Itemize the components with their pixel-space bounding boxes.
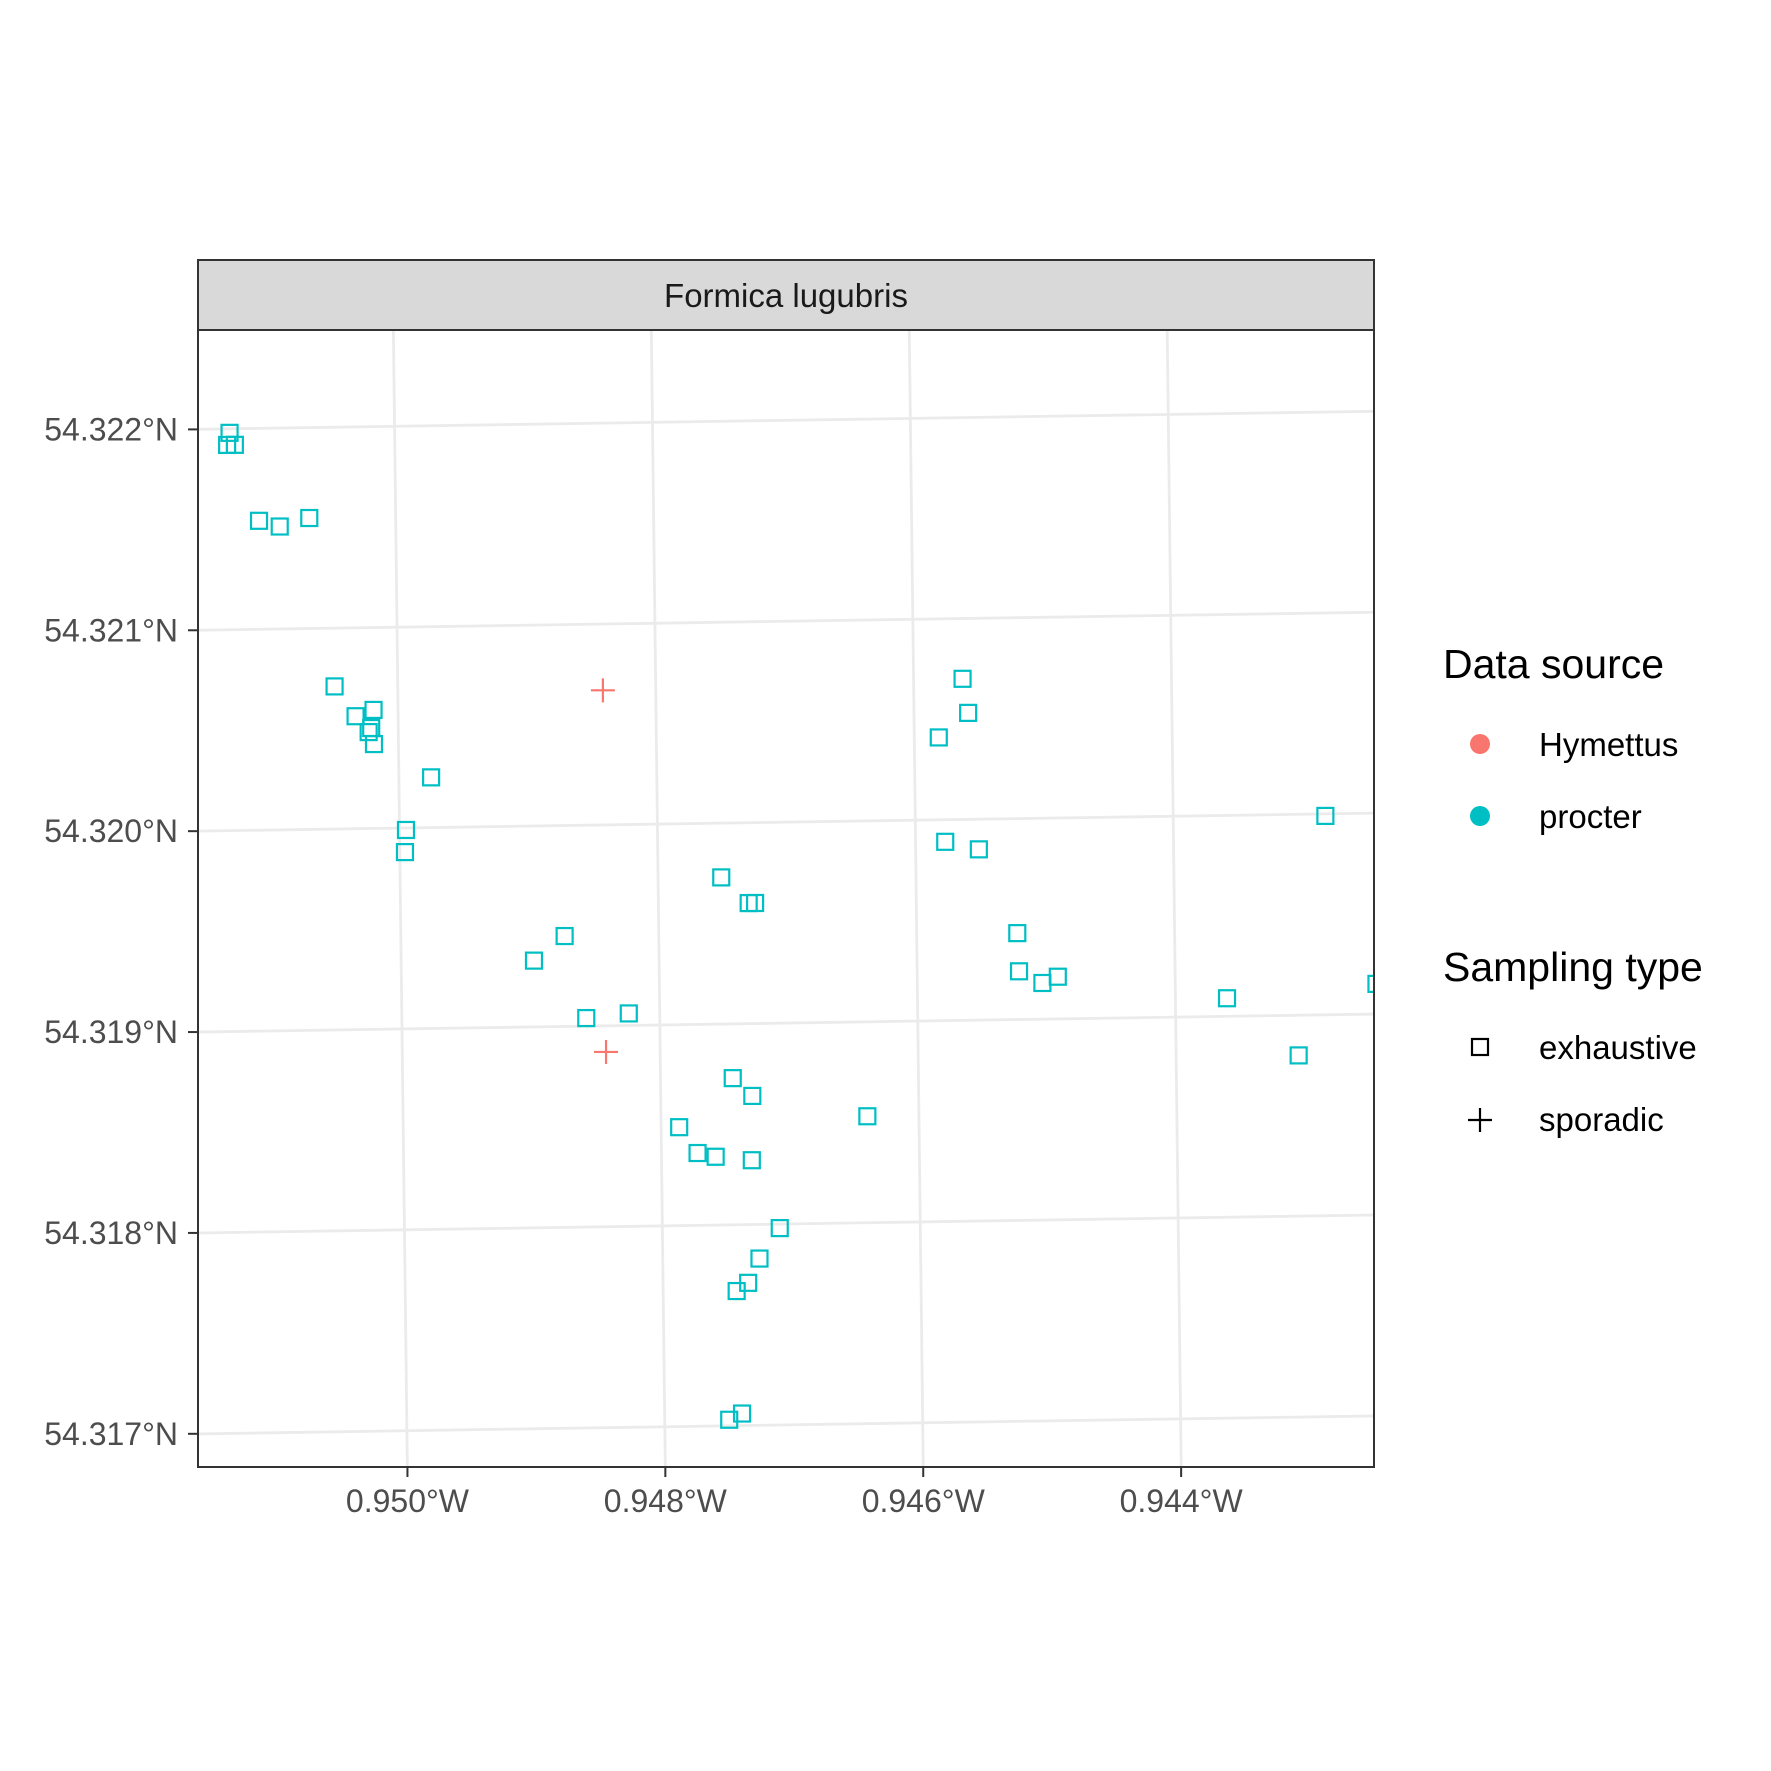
- gridline-x-2: [907, 330, 925, 1467]
- point-procter-36: [959, 703, 978, 722]
- legend-key-hymettus: [1470, 734, 1490, 754]
- tick-label-y-4: 54.321°N: [44, 612, 178, 648]
- gridline-y-2: [198, 1012, 1374, 1034]
- legend-sampling-type: Sampling type exhaustive sporadic: [1443, 944, 1703, 1138]
- point-procter-3: [249, 511, 269, 530]
- point-procter-23: [743, 1086, 762, 1106]
- point-procter-13: [396, 820, 416, 840]
- data-points: [218, 423, 1374, 1429]
- tick-label-y-2: 54.319°N: [44, 1014, 178, 1050]
- point-procter-12: [422, 768, 441, 787]
- point-procter-21: [746, 893, 765, 913]
- legend-title-data-source: Data source: [1443, 641, 1664, 687]
- gridline-y-0: [198, 1414, 1374, 1436]
- legend-key-exhaustive: [1470, 1037, 1490, 1057]
- point-procter-44: [1217, 989, 1237, 1008]
- tick-label-y-1: 54.318°N: [44, 1215, 178, 1251]
- point-procter-43: [1048, 967, 1067, 986]
- gridline-x-0: [391, 330, 409, 1467]
- panel-border: [197, 329, 1375, 1468]
- point-procter-0: [220, 423, 239, 442]
- point-procter-11: [364, 734, 384, 754]
- gridline-x-1: [649, 330, 667, 1467]
- point-procter-26: [706, 1147, 725, 1166]
- point-procter-19: [712, 868, 731, 887]
- gridline-y-1: [198, 1213, 1374, 1235]
- point-procter-25: [688, 1143, 707, 1163]
- point-procter-37: [929, 728, 948, 747]
- legend-data-source: Data source Hymettus procter: [1443, 641, 1678, 835]
- tick-label-x-0: 0.950°W: [346, 1483, 470, 1519]
- plot-panel: [198, 330, 1374, 1467]
- tick-label-x-2: 0.946°W: [862, 1483, 986, 1519]
- facet-strip: [197, 259, 1375, 331]
- point-procter-47: [1367, 974, 1374, 993]
- point-procter-5: [300, 508, 319, 528]
- tick-label-x-1: 0.948°W: [604, 1483, 728, 1519]
- gridline-x-3: [1165, 330, 1183, 1467]
- legend-label-sporadic: sporadic: [1539, 1101, 1664, 1138]
- legend-title-sampling-type: Sampling type: [1443, 944, 1703, 990]
- point-procter-22: [723, 1069, 742, 1088]
- gridline-y-4: [198, 610, 1374, 632]
- point-hymettus-0: [590, 678, 615, 703]
- point-procter-34: [720, 1410, 739, 1429]
- point-procter-40: [1008, 924, 1027, 943]
- tick-label-y-3: 54.320°N: [44, 813, 178, 849]
- facet-label: Formica lugubris: [664, 277, 908, 314]
- legend-label-exhaustive: exhaustive: [1539, 1029, 1697, 1066]
- legend-label-procter: procter: [1539, 798, 1642, 835]
- tick-label-y-5: 54.322°N: [44, 411, 178, 447]
- point-procter-24: [670, 1118, 689, 1137]
- point-procter-38: [936, 832, 955, 851]
- legend-label-hymettus: Hymettus: [1539, 726, 1678, 763]
- point-procter-6: [325, 677, 344, 696]
- axes: 0.950°W 0.948°W 0.946°W 0.944°W 54.317°N 54.3…: [44, 411, 1243, 1519]
- point-procter-7: [346, 707, 365, 726]
- point-procter-28: [858, 1107, 877, 1126]
- point-procter-4: [270, 517, 289, 536]
- point-procter-30: [750, 1249, 769, 1268]
- point-procter-46: [1316, 806, 1335, 826]
- point-procter-2: [225, 435, 244, 454]
- point-procter-29: [770, 1219, 789, 1238]
- point-procter-10: [359, 722, 378, 742]
- point-procter-15: [555, 926, 574, 946]
- point-procter-14: [395, 842, 415, 862]
- point-procter-35: [953, 669, 972, 688]
- point-procter-17: [577, 1008, 596, 1028]
- point-procter-16: [524, 951, 544, 970]
- gridline-y-5: [198, 409, 1374, 431]
- point-procter-27: [742, 1151, 761, 1170]
- point-procter-45: [1289, 1046, 1308, 1065]
- point-hymettus-1: [594, 1039, 619, 1064]
- legend-key-sporadic: [1468, 1108, 1492, 1132]
- point-procter-33: [732, 1404, 752, 1423]
- legend-key-procter: [1470, 806, 1490, 826]
- point-procter-18: [619, 1004, 638, 1023]
- point-procter-39: [969, 840, 988, 859]
- point-procter-41: [1009, 962, 1029, 981]
- point-procter-8: [364, 700, 383, 720]
- point-procter-32: [727, 1281, 746, 1301]
- tick-label-y-0: 54.317°N: [44, 1416, 178, 1452]
- tick-label-x-3: 0.944°W: [1120, 1483, 1244, 1519]
- grid-lines: [198, 330, 1374, 1467]
